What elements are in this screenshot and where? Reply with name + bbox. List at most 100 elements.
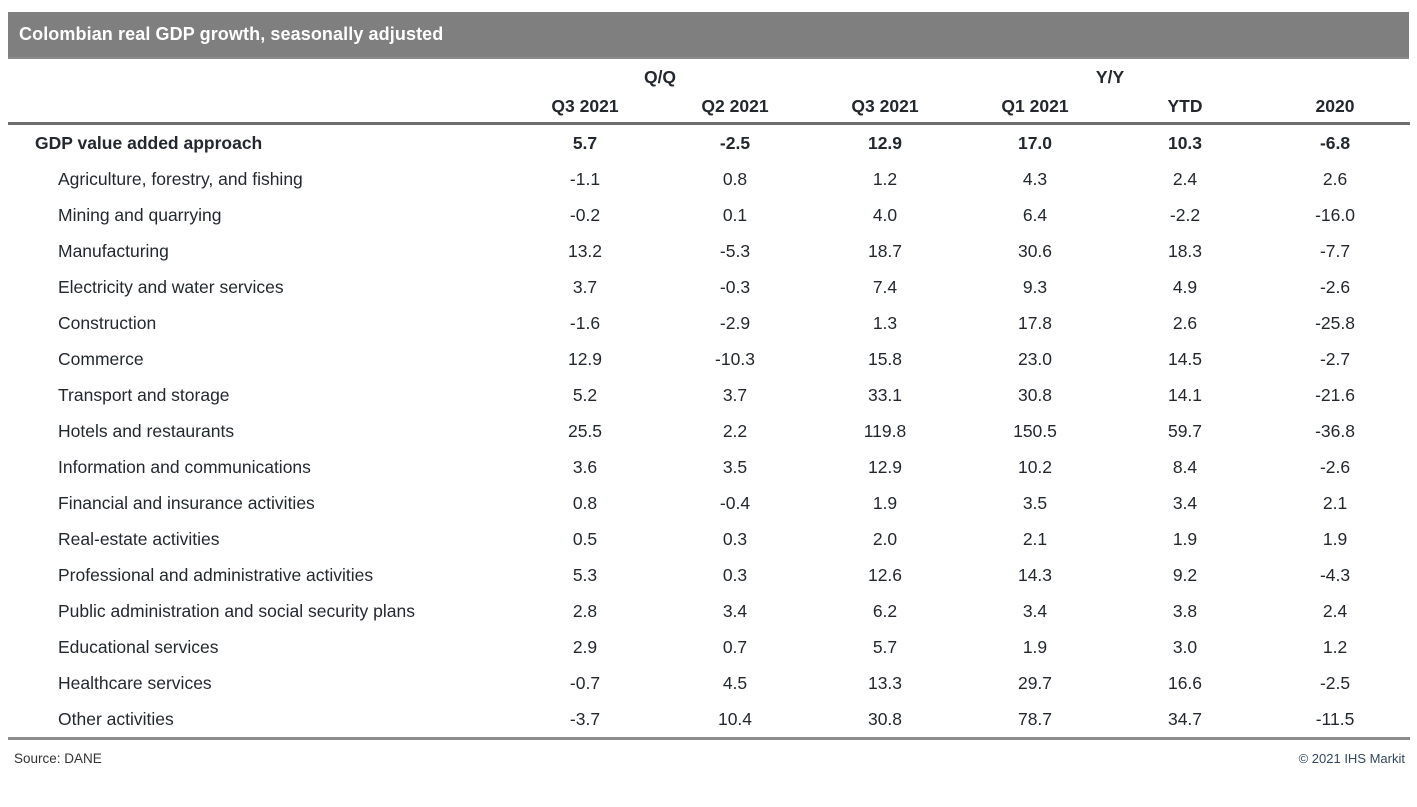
row-value: 1.9 <box>1172 529 1198 549</box>
row-value: 0.1 <box>722 205 748 225</box>
row-value: 6.2 <box>872 601 898 621</box>
copyright-note: © 2021 IHS Markit <box>1298 751 1405 766</box>
table-row: Manufacturing 13.2 -5.3 18.7 30.6 18.3 -… <box>8 233 1410 269</box>
column-header: Q3 2021 <box>810 91 960 125</box>
row-value: 78.7 <box>960 701 1110 740</box>
table-row: Real-estate activities 0.5 0.3 2.0 2.1 1… <box>8 521 1410 557</box>
row-value: -0.7 <box>569 673 601 693</box>
row-label: Professional and administrative activiti… <box>58 565 374 585</box>
row-value: 34.7 <box>1110 701 1260 740</box>
row-label: Hotels and restaurants <box>58 421 235 441</box>
row-value: 3.7 <box>722 385 748 405</box>
row-value: 4.5 <box>722 673 748 693</box>
row-value: 3.6 <box>572 457 598 477</box>
row-value: 0.3 <box>722 529 748 549</box>
row-value: -5.3 <box>719 241 751 261</box>
row-value: 3.8 <box>1172 601 1198 621</box>
row-value: -2.5 <box>719 133 751 153</box>
row-value: 12.9 <box>867 457 903 477</box>
row-value: -2.2 <box>1169 205 1201 225</box>
row-value: 10.2 <box>1017 457 1053 477</box>
table-title: Colombian real GDP growth, seasonally ad… <box>19 24 444 44</box>
table-row: Healthcare services -0.7 4.5 13.3 29.7 1… <box>8 665 1410 701</box>
row-value: -2.6 <box>1319 457 1351 477</box>
row-value: 150.5 <box>1013 421 1057 441</box>
row-value: 33.1 <box>867 385 903 405</box>
column-header: YTD <box>1110 91 1260 125</box>
row-label: Real-estate activities <box>58 529 220 549</box>
row-value: 0.8 <box>572 493 598 513</box>
group-header-row: Q/Q Y/Y <box>8 63 1410 91</box>
row-label: Other activities <box>8 701 510 740</box>
row-label: Healthcare services <box>58 673 212 693</box>
row-label: Construction <box>58 313 157 333</box>
row-value: 0.3 <box>722 565 748 585</box>
row-value: 23.0 <box>1017 349 1053 369</box>
row-value: 9.3 <box>1022 277 1048 297</box>
table-row: Agriculture, forestry, and fishing -1.1 … <box>8 161 1410 197</box>
row-label: Manufacturing <box>58 241 169 261</box>
table-row: Public administration and social securit… <box>8 593 1410 629</box>
row-value: -25.8 <box>1315 313 1355 333</box>
row-value: 2.4 <box>1322 601 1348 621</box>
row-value: 3.0 <box>1172 637 1198 657</box>
row-value: 2.1 <box>1322 493 1348 513</box>
gdp-table: Q/Q Y/Y Q3 2021 Q2 2021 Q3 2021 Q1 2021 … <box>8 63 1411 740</box>
row-value: 2.9 <box>572 637 598 657</box>
row-label: Public administration and social securit… <box>58 601 415 621</box>
row-value: 3.7 <box>572 277 598 297</box>
row-value: 0.7 <box>722 637 748 657</box>
row-value: -36.8 <box>1315 421 1355 441</box>
row-value: -6.8 <box>1319 133 1351 153</box>
table-row: Financial and insurance activities 0.8 -… <box>8 485 1410 521</box>
table-row: Construction -1.6 -2.9 1.3 17.8 2.6 -25.… <box>8 305 1410 341</box>
row-value: -0.2 <box>569 205 601 225</box>
column-header: Q1 2021 <box>960 91 1110 125</box>
row-value: 4.0 <box>872 205 898 225</box>
row-value: 25.5 <box>567 421 603 441</box>
row-label: Agriculture, forestry, and fishing <box>58 169 303 189</box>
row-value: 2.6 <box>1172 313 1198 333</box>
row-value: 12.9 <box>867 133 903 153</box>
row-value: 5.7 <box>572 133 598 153</box>
row-value: 6.4 <box>1022 205 1048 225</box>
row-value: 1.9 <box>1322 529 1348 549</box>
table-row: Mining and quarrying -0.2 0.1 4.0 6.4 -2… <box>8 197 1410 233</box>
row-value: -1.1 <box>569 169 601 189</box>
row-label: Financial and insurance activities <box>58 493 315 513</box>
row-label: Commerce <box>58 349 144 369</box>
row-value: 3.4 <box>1172 493 1198 513</box>
row-label: Mining and quarrying <box>58 205 222 225</box>
row-value: 8.4 <box>1172 457 1198 477</box>
column-header-spacer <box>8 91 510 125</box>
row-value: 2.1 <box>1022 529 1048 549</box>
row-value: 14.3 <box>1017 565 1053 585</box>
row-value: 30.8 <box>810 701 960 740</box>
row-value: -0.3 <box>719 277 751 297</box>
row-value: -10.3 <box>715 349 755 369</box>
row-value: 2.2 <box>722 421 748 441</box>
column-header-row: Q3 2021 Q2 2021 Q3 2021 Q1 2021 YTD 2020 <box>8 91 1411 125</box>
row-value: 13.2 <box>567 241 603 261</box>
column-header: Q3 2021 <box>510 91 660 125</box>
table-footer: Source: DANE © 2021 IHS Markit <box>8 740 1409 766</box>
row-value: -2.5 <box>1319 673 1351 693</box>
row-value: 4.9 <box>1172 277 1198 297</box>
row-value: 1.2 <box>872 169 898 189</box>
row-value: -2.6 <box>1319 277 1351 297</box>
row-value: 3.5 <box>1022 493 1048 513</box>
row-value: 59.7 <box>1167 421 1203 441</box>
row-label: Information and communications <box>58 457 311 477</box>
row-label: Educational services <box>58 637 219 657</box>
row-value: 13.3 <box>867 673 903 693</box>
row-value: 10.3 <box>1167 133 1203 153</box>
row-value: 18.3 <box>1167 241 1203 261</box>
row-value: 4.3 <box>1022 169 1048 189</box>
row-value: -2.7 <box>1319 349 1351 369</box>
row-value: -2.9 <box>719 313 751 333</box>
row-value: 14.1 <box>1167 385 1203 405</box>
table-row: Educational services 2.9 0.7 5.7 1.9 3.0… <box>8 629 1410 665</box>
row-label: Transport and storage <box>58 385 230 405</box>
table-row: GDP value added approach 5.7 -2.5 12.9 1… <box>8 124 1410 162</box>
